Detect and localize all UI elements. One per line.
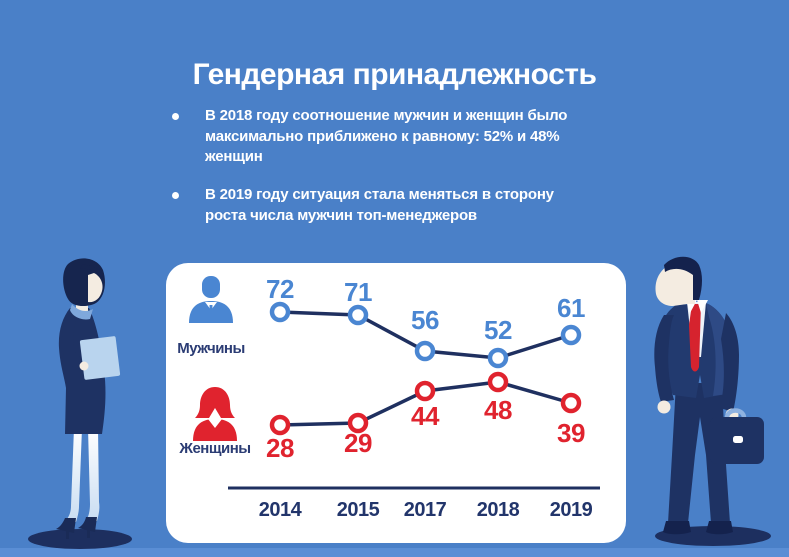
value-label: 28 [266, 433, 294, 463]
data-point-marker [269, 414, 291, 436]
bullet-item: В 2019 году ситуация стала меняться в ст… [172, 185, 612, 226]
data-point-marker [347, 304, 369, 326]
data-point-marker [487, 371, 509, 393]
category-label: 2015 [337, 499, 380, 521]
gender-line-chart: Мужчины Женщины 72 71 56 52 61 28 29 44 48 39 2014… [177, 274, 600, 521]
value-label: 44 [411, 401, 440, 431]
value-label: 72 [266, 274, 294, 304]
category-label: 2014 [259, 499, 303, 521]
value-label: 52 [484, 315, 512, 345]
briefcase [710, 408, 764, 464]
men-legend-label: Мужчины [177, 340, 245, 357]
bullet-item: В 2018 году соотношение мужчин и женщин … [172, 106, 612, 168]
bullet-dot [172, 192, 179, 200]
businessman-illustration [654, 256, 771, 546]
women-legend-label: Женщины [178, 440, 250, 457]
value-label: 56 [411, 305, 439, 335]
data-point-marker [414, 380, 436, 402]
data-point-marker [269, 301, 291, 323]
woman-shadow [28, 529, 132, 549]
page-title: Гендерная принадлежность [192, 58, 597, 92]
category-label: 2017 [404, 499, 447, 521]
data-point-marker [560, 392, 582, 414]
value-label: 71 [344, 277, 372, 307]
bullet-dot [172, 113, 179, 120]
value-label: 48 [484, 395, 512, 425]
category-label: 2019 [550, 499, 593, 521]
chart-series-layer: 72 71 56 52 61 28 29 44 48 39 2014 2015 2017 2018 2019 [259, 274, 593, 521]
value-label: 29 [344, 428, 372, 458]
women-legend-icon [193, 387, 237, 441]
data-point-marker [414, 340, 436, 362]
bullet-text: В 2019 году ситуация стала меняться в ст… [205, 186, 554, 224]
chart-card: Мужчины Женщины 72 71 56 52 61 28 29 44 48 39 2014… [166, 263, 626, 543]
woman-folder [79, 336, 121, 380]
footer-band [0, 548, 789, 557]
data-point-marker [560, 324, 582, 346]
data-point-marker [487, 347, 509, 369]
bullet-list: В 2018 году соотношение мужчин и женщин … [172, 106, 612, 243]
category-label: 2018 [477, 499, 520, 521]
men-legend-icon [189, 276, 233, 323]
bullet-text: В 2018 году соотношение мужчин и женщин … [205, 107, 568, 166]
value-label: 61 [557, 293, 585, 323]
data-point-marker [347, 412, 369, 434]
businesswoman-illustration [28, 258, 132, 549]
value-label: 39 [557, 418, 585, 448]
